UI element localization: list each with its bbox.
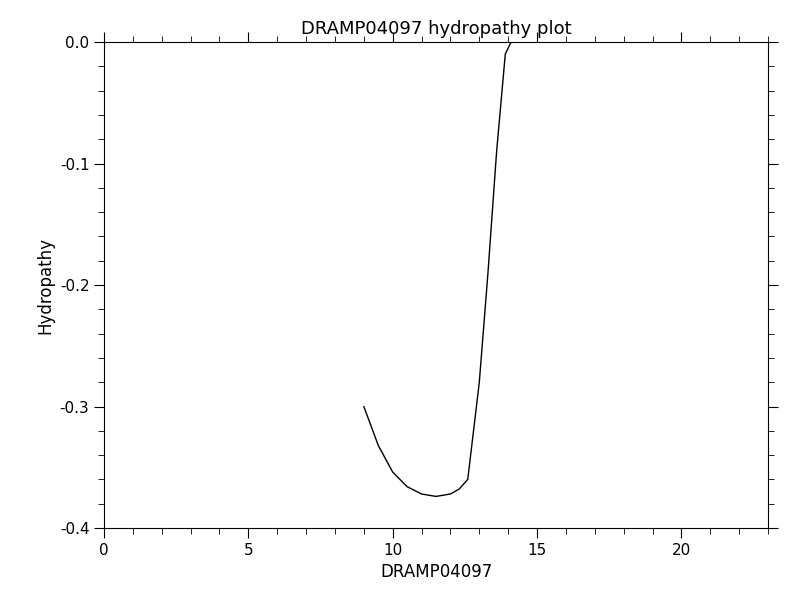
Y-axis label: Hydropathy: Hydropathy <box>36 236 54 334</box>
X-axis label: DRAMP04097: DRAMP04097 <box>380 563 492 581</box>
Title: DRAMP04097 hydropathy plot: DRAMP04097 hydropathy plot <box>301 20 571 38</box>
